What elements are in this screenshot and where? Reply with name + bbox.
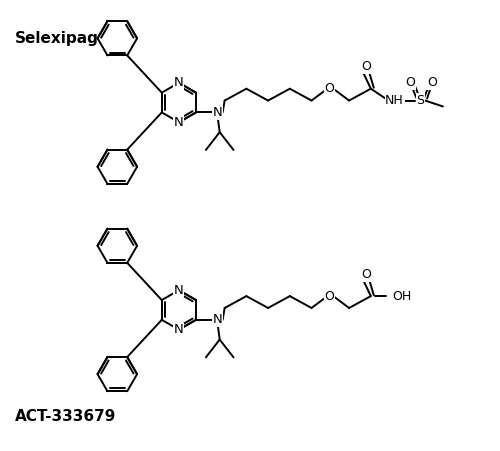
Text: N: N: [213, 313, 222, 327]
Text: OH: OH: [392, 290, 412, 303]
Text: N: N: [174, 284, 184, 297]
Text: O: O: [324, 290, 334, 303]
Text: ACT-333679: ACT-333679: [15, 409, 116, 424]
Text: O: O: [427, 76, 437, 89]
Text: Selexipag: Selexipag: [15, 31, 99, 46]
Text: O: O: [361, 268, 371, 281]
Text: N: N: [174, 116, 184, 129]
Text: N: N: [174, 76, 184, 89]
Text: O: O: [406, 76, 415, 89]
Text: N: N: [174, 323, 184, 336]
Text: O: O: [324, 82, 334, 95]
Text: N: N: [213, 106, 222, 119]
Text: NH: NH: [385, 94, 404, 107]
Text: S: S: [416, 94, 424, 107]
Text: O: O: [361, 60, 371, 74]
